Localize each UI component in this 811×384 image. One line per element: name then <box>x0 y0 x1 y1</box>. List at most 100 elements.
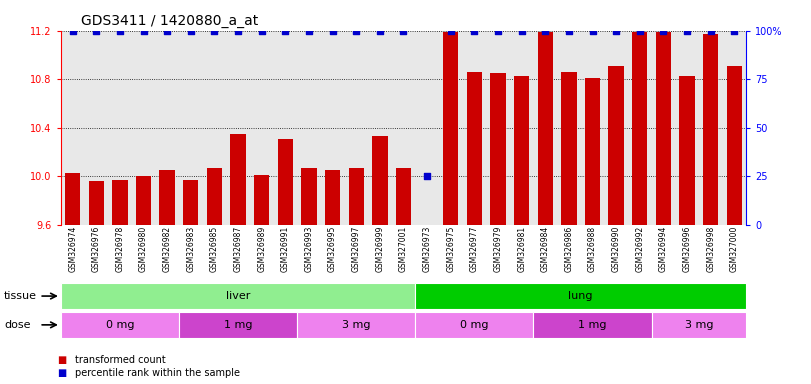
Bar <box>491 73 506 225</box>
Bar <box>230 134 246 225</box>
Text: GSM326983: GSM326983 <box>187 226 195 272</box>
Bar <box>297 312 415 338</box>
Bar <box>160 170 175 225</box>
Text: GSM326979: GSM326979 <box>494 226 503 272</box>
Text: 1 mg: 1 mg <box>578 320 607 330</box>
Point <box>373 28 386 34</box>
Text: transformed count: transformed count <box>75 355 165 365</box>
Point <box>562 28 575 34</box>
Bar <box>538 32 553 225</box>
Text: GSM326974: GSM326974 <box>68 226 77 272</box>
Bar <box>561 72 577 225</box>
Text: tissue: tissue <box>4 291 37 301</box>
Bar <box>415 312 534 338</box>
Bar <box>61 283 415 309</box>
Text: GSM326985: GSM326985 <box>210 226 219 272</box>
Bar <box>65 172 80 225</box>
Point <box>515 28 528 34</box>
Bar <box>608 66 624 225</box>
Point <box>184 28 197 34</box>
Bar <box>727 66 742 225</box>
Bar <box>632 32 647 225</box>
Point <box>539 28 551 34</box>
Point <box>279 28 292 34</box>
Text: 0 mg: 0 mg <box>460 320 488 330</box>
Bar <box>396 168 411 225</box>
Bar <box>254 175 269 225</box>
Bar <box>514 76 530 225</box>
Bar <box>183 180 199 225</box>
Point <box>303 28 315 34</box>
Text: GSM326982: GSM326982 <box>163 226 172 272</box>
Bar <box>112 180 127 225</box>
Text: GDS3411 / 1420880_a_at: GDS3411 / 1420880_a_at <box>81 14 259 28</box>
Bar <box>415 283 746 309</box>
Text: GSM326995: GSM326995 <box>328 226 337 272</box>
Point <box>67 28 79 34</box>
Bar <box>301 168 316 225</box>
Bar <box>136 176 151 225</box>
Text: GSM326975: GSM326975 <box>446 226 455 272</box>
Text: GSM326994: GSM326994 <box>659 226 668 272</box>
Bar <box>61 312 179 338</box>
Text: GSM326990: GSM326990 <box>611 226 620 272</box>
Text: GSM326993: GSM326993 <box>304 226 313 272</box>
Text: 1 mg: 1 mg <box>224 320 252 330</box>
Point <box>468 28 481 34</box>
Bar <box>325 170 341 225</box>
Point <box>161 28 174 34</box>
Bar <box>534 312 651 338</box>
Point <box>397 28 410 34</box>
Point <box>421 173 434 179</box>
Bar <box>680 76 695 225</box>
Point <box>114 28 127 34</box>
Bar <box>372 136 388 225</box>
Point <box>657 28 670 34</box>
Point <box>727 28 740 34</box>
Point <box>633 28 646 34</box>
Text: GSM326984: GSM326984 <box>541 226 550 272</box>
Text: lung: lung <box>569 291 593 301</box>
Bar <box>585 78 600 225</box>
Point <box>610 28 623 34</box>
Point <box>586 28 599 34</box>
Point <box>444 28 457 34</box>
Bar <box>349 168 364 225</box>
Text: 3 mg: 3 mg <box>342 320 371 330</box>
Text: GSM326996: GSM326996 <box>683 226 692 272</box>
Text: 3 mg: 3 mg <box>684 320 713 330</box>
Text: GSM327001: GSM327001 <box>399 226 408 272</box>
Text: GSM326980: GSM326980 <box>139 226 148 272</box>
Point <box>137 28 150 34</box>
Text: ■: ■ <box>57 355 66 365</box>
Bar <box>88 181 104 225</box>
Bar <box>277 139 293 225</box>
Text: GSM326989: GSM326989 <box>257 226 266 272</box>
Text: 0 mg: 0 mg <box>105 320 134 330</box>
Bar <box>179 312 297 338</box>
Bar <box>443 32 458 225</box>
Text: GSM326976: GSM326976 <box>92 226 101 272</box>
Text: GSM326977: GSM326977 <box>470 226 478 272</box>
Bar <box>207 168 222 225</box>
Text: GSM326998: GSM326998 <box>706 226 715 272</box>
Point <box>350 28 363 34</box>
Point <box>255 28 268 34</box>
Text: liver: liver <box>226 291 251 301</box>
Point <box>232 28 245 34</box>
Point <box>491 28 504 34</box>
Point <box>326 28 339 34</box>
Text: GSM327000: GSM327000 <box>730 226 739 272</box>
Text: dose: dose <box>4 320 31 330</box>
Text: GSM326988: GSM326988 <box>588 226 597 272</box>
Point <box>704 28 717 34</box>
Bar <box>466 72 482 225</box>
Text: GSM326987: GSM326987 <box>234 226 242 272</box>
Text: GSM326991: GSM326991 <box>281 226 290 272</box>
Text: ■: ■ <box>57 368 66 378</box>
Text: GSM326997: GSM326997 <box>352 226 361 272</box>
Bar <box>651 312 746 338</box>
Text: GSM326978: GSM326978 <box>115 226 124 272</box>
Text: GSM326981: GSM326981 <box>517 226 526 272</box>
Point <box>680 28 693 34</box>
